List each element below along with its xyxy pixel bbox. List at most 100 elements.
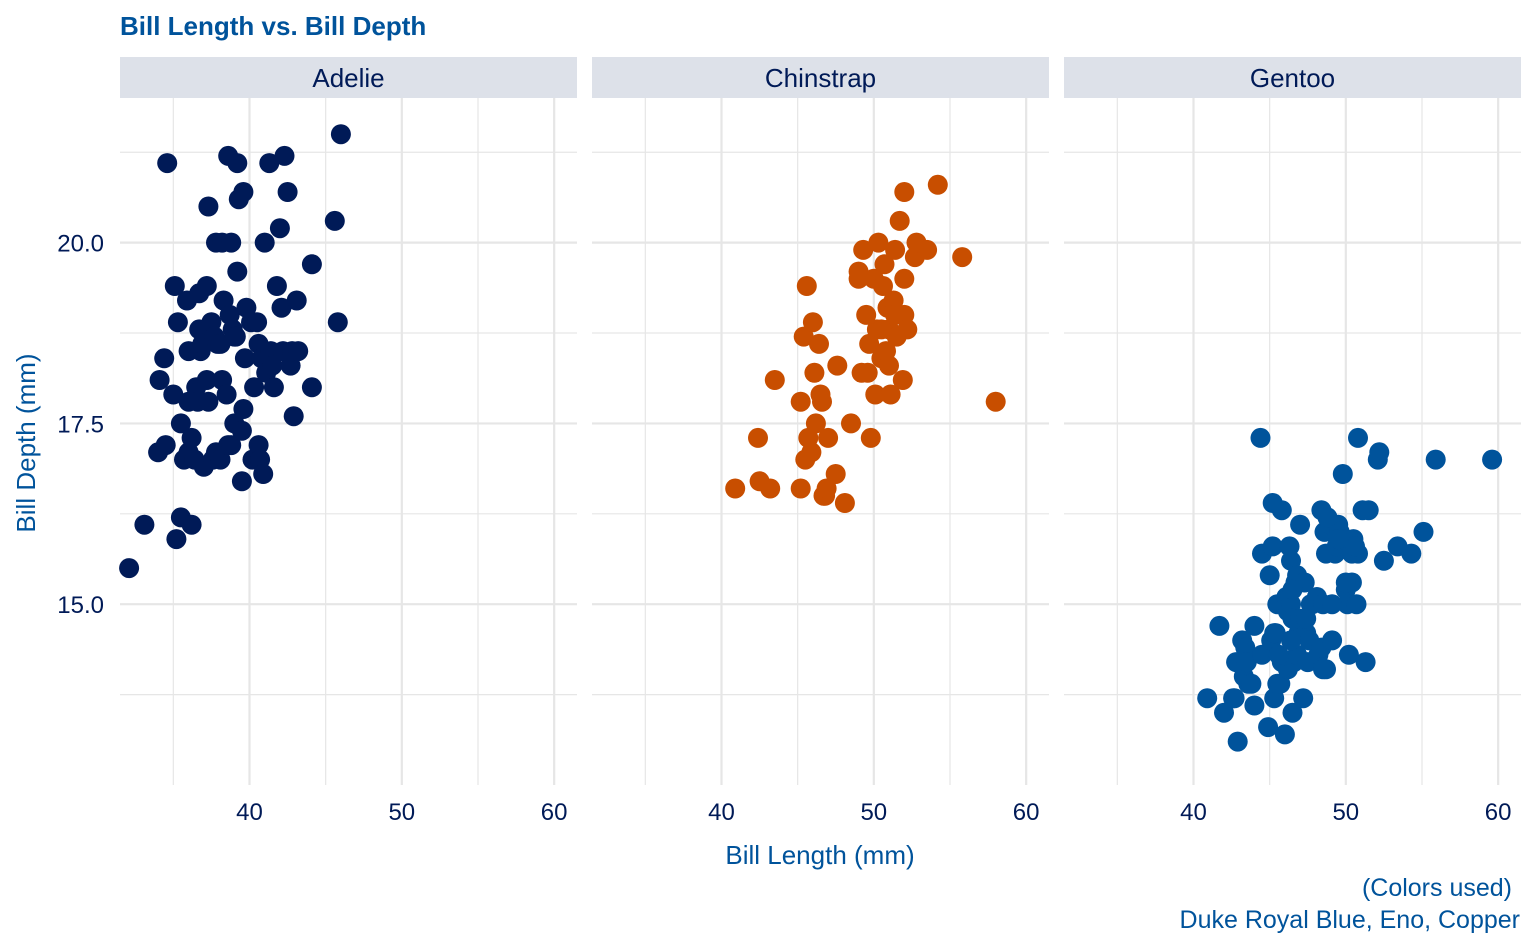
data-point-adelie — [167, 312, 188, 333]
data-point-gentoo — [1317, 507, 1338, 528]
data-point-chinstrap — [812, 391, 832, 412]
data-point-adelie — [149, 370, 170, 390]
x-tick-label: 50 — [1332, 799, 1359, 826]
data-point-adelie — [324, 210, 345, 231]
facet-gentoo: Gentoo — [1064, 57, 1521, 785]
data-point-chinstrap — [805, 413, 826, 434]
data-point-adelie — [181, 514, 202, 535]
caption-colors-heading: (Colors used) — [1362, 874, 1512, 902]
data-point-adelie — [157, 153, 178, 174]
data-point-gentoo — [1235, 637, 1256, 658]
data-point-chinstrap — [856, 304, 877, 325]
data-point-chinstrap — [860, 427, 881, 448]
data-point-adelie — [231, 420, 252, 441]
data-point-adelie — [225, 326, 246, 347]
data-point-chinstrap — [818, 427, 839, 448]
data-point-chinstrap — [834, 493, 855, 513]
data-point-chinstrap — [880, 384, 901, 405]
data-point-adelie — [231, 471, 252, 492]
data-point-adelie — [233, 182, 254, 202]
data-point-chinstrap — [894, 268, 915, 289]
data-point-chinstrap — [889, 210, 910, 231]
data-point-adelie — [301, 377, 322, 398]
facet-chinstrap: Chinstrap — [592, 57, 1049, 785]
data-point-gentoo — [1224, 688, 1245, 709]
x-tick-label: 50 — [860, 799, 887, 826]
data-point-adelie — [288, 341, 309, 362]
data-point-adelie — [286, 290, 307, 311]
data-point-gentoo — [1348, 427, 1368, 448]
x-tick-label: 40 — [236, 799, 263, 826]
data-point-gentoo — [1209, 615, 1230, 636]
data-point-gentoo — [1244, 615, 1265, 636]
data-point-gentoo — [1322, 630, 1343, 651]
data-point-adelie — [198, 196, 219, 217]
x-tick-label: 40 — [1180, 799, 1207, 826]
data-point-adelie — [253, 464, 274, 484]
chart-title: Bill Length vs. Bill Depth — [120, 11, 426, 41]
data-point-chinstrap — [790, 391, 811, 412]
data-point-gentoo — [1236, 652, 1257, 673]
facet-strip-label-chinstrap: Chinstrap — [765, 63, 876, 93]
data-point-chinstrap — [868, 232, 889, 253]
data-point-gentoo — [1259, 565, 1280, 586]
data-point-adelie — [259, 153, 280, 174]
data-point-adelie — [227, 261, 248, 282]
data-point-chinstrap — [894, 182, 915, 202]
data-point-adelie — [221, 435, 242, 456]
data-point-chinstrap — [865, 384, 886, 405]
data-point-adelie — [266, 276, 287, 296]
data-point-chinstrap — [892, 370, 913, 390]
data-point-adelie — [269, 218, 290, 239]
data-point-adelie — [227, 153, 248, 174]
data-point-adelie — [155, 435, 176, 456]
data-point-adelie — [254, 232, 275, 253]
data-point-chinstrap — [917, 239, 938, 260]
data-point-gentoo — [1227, 731, 1248, 752]
y-axis-ticks: 15.0 17.5 20.0 — [57, 231, 104, 620]
data-point-gentoo — [1293, 688, 1314, 709]
data-point-gentoo — [1332, 464, 1353, 484]
facet-strip-gentoo — [1064, 57, 1521, 98]
y-tick-label: 20.0 — [57, 231, 104, 258]
data-point-gentoo — [1425, 449, 1446, 470]
data-point-adelie — [221, 232, 242, 253]
data-point-gentoo — [1271, 500, 1292, 521]
facet-adelie: Adelie — [119, 57, 577, 785]
data-point-adelie — [233, 399, 254, 419]
data-point-gentoo — [1482, 449, 1503, 470]
data-point-gentoo — [1268, 644, 1289, 665]
data-point-gentoo — [1197, 688, 1218, 709]
data-point-chinstrap — [927, 174, 948, 195]
data-point-gentoo — [1322, 594, 1343, 615]
data-point-adelie — [166, 529, 187, 550]
data-point-chinstrap — [848, 261, 869, 282]
data-point-chinstrap — [725, 478, 746, 499]
data-point-gentoo — [1346, 594, 1367, 615]
x-axis-ticks: 40 50 60 40 50 60 40 50 60 — [236, 799, 1511, 826]
data-point-chinstrap — [760, 478, 781, 499]
data-point-adelie — [301, 254, 322, 275]
data-point-gentoo — [1262, 536, 1283, 557]
data-point-adelie — [134, 514, 155, 535]
data-point-gentoo — [1328, 529, 1349, 550]
data-point-gentoo — [1290, 514, 1311, 535]
data-point-gentoo — [1345, 536, 1365, 557]
data-point-adelie — [248, 435, 269, 456]
data-point-adelie — [196, 276, 217, 296]
data-point-chinstrap — [857, 362, 878, 383]
facet-strip-label-gentoo: Gentoo — [1250, 63, 1335, 93]
data-point-adelie — [277, 182, 298, 202]
data-point-gentoo — [1274, 724, 1295, 745]
data-point-gentoo — [1258, 717, 1279, 738]
data-point-gentoo — [1335, 572, 1356, 593]
data-point-chinstrap — [804, 362, 825, 383]
y-tick-label: 15.0 — [57, 592, 104, 619]
data-point-chinstrap — [897, 319, 918, 340]
data-point-chinstrap — [871, 319, 892, 340]
data-point-chinstrap — [796, 276, 817, 296]
data-point-gentoo — [1282, 702, 1303, 723]
data-point-adelie — [244, 377, 265, 398]
data-point-chinstrap — [764, 370, 785, 390]
data-point-gentoo — [1358, 500, 1379, 521]
